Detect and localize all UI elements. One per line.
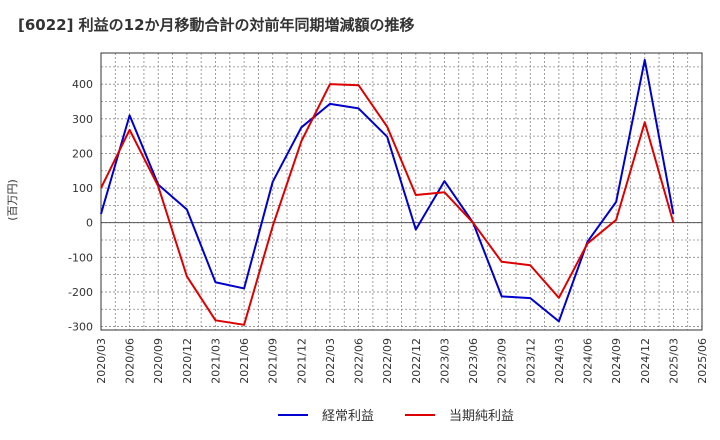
x-tick-label: 2020/12 [181,338,194,384]
plot-frame [100,52,703,331]
series-line-2 [100,83,675,326]
x-tick-label: 2025/06 [696,338,709,384]
x-tick-label: 2024/09 [610,338,623,384]
y-tick-label: -300 [68,321,93,334]
x-tick-label: 2020/09 [152,338,165,384]
x-tick-label: 2021/06 [238,338,251,384]
chart-title: [6022] 利益の12か月移動合計の対前年同期増減額の推移 [18,16,415,34]
x-tick-label: 2022/06 [353,338,366,384]
series-line-1 [100,58,675,323]
y-axis-label: (百万円) [6,179,19,221]
x-tick-label: 2024/06 [582,338,595,384]
x-tick-label: 2022/12 [410,338,423,384]
y-tick-label: 200 [72,147,93,160]
series-lines [100,58,675,326]
y-tick-label: 300 [72,113,93,126]
x-tick-label: 2024/12 [639,338,652,384]
y-tick-label: 0 [86,217,93,230]
x-tick-label: 2020/06 [124,338,137,384]
x-tick-label: 2021/12 [295,338,308,384]
y-tick-label: 100 [72,182,93,195]
x-tick-label: 2023/06 [467,338,480,384]
y-tick-label: -100 [68,251,93,264]
x-tick-label: 2025/03 [667,338,680,384]
legend: 経常利益 当期純利益 [278,409,514,424]
x-tick-label: 2023/09 [496,338,509,384]
y-tick-label: 400 [72,78,93,91]
x-tick-label: 2021/03 [209,338,222,384]
y-tick-label: -200 [68,286,93,299]
legend-label-2: 当期純利益 [449,409,514,424]
tick-labels: -300 -200 -100 0 100 200 300 400 2020/03 2020/06 2… [68,78,709,384]
x-tick-label: 2023/12 [524,338,537,384]
x-tick-label: 2022/03 [324,338,337,384]
x-tick-label: 2022/09 [381,338,394,384]
x-tick-label: 2021/09 [267,338,280,384]
legend-label-1: 経常利益 [322,409,374,424]
x-tick-label: 2023/03 [438,338,451,384]
x-tick-label: 2024/03 [553,338,566,384]
x-tick-label: 2020/03 [95,338,108,384]
grid-lines [101,53,702,330]
